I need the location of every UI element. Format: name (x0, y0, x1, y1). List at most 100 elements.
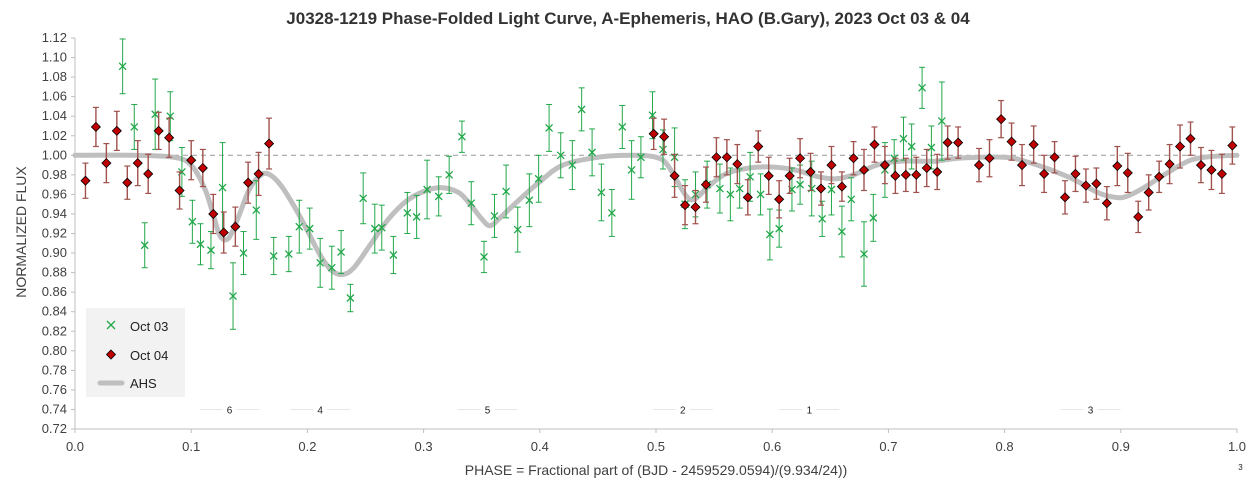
oct03-point (445, 155, 454, 194)
oct03-marker (480, 253, 488, 261)
oct03-point (899, 116, 908, 161)
oct04-point (143, 153, 154, 195)
oct04-marker (742, 192, 753, 203)
oct03-point (188, 199, 197, 244)
oct03-marker (305, 224, 314, 233)
oct03-marker (735, 184, 744, 193)
ahs-line (72, 152, 1240, 278)
oct03-marker (389, 251, 398, 259)
oct04-marker (1039, 168, 1050, 179)
oct03-marker (412, 212, 421, 221)
oct04-marker (164, 132, 175, 143)
oct03-marker (659, 145, 667, 154)
oct03-marker (756, 190, 765, 199)
oct03-point (118, 38, 127, 95)
oct04-point (1112, 145, 1123, 187)
y-tick-label: 0.78 (42, 362, 67, 377)
x-tick-label: 0.3 (415, 439, 433, 454)
oct03-marker (269, 252, 278, 260)
ahs-curve (72, 152, 1240, 278)
oct03-marker (295, 222, 304, 231)
oct04-marker (1112, 160, 1123, 172)
x-tick-label: 0.6 (763, 439, 781, 454)
oct03-marker (525, 196, 534, 205)
y-tick-label: 0.80 (42, 343, 67, 358)
oct04-point (1227, 126, 1238, 165)
segment-label: 5 (485, 405, 491, 416)
x-tick-label: 0.7 (879, 439, 897, 454)
oct04-marker (890, 170, 901, 181)
oct03-point (765, 208, 774, 261)
oct04-marker (690, 202, 701, 213)
legend-label-oct04: Oct 04 (130, 348, 168, 363)
oct03-marker (316, 258, 325, 267)
oct03-point (140, 222, 149, 269)
oct04-point (921, 148, 932, 188)
oct04-point (1059, 180, 1071, 215)
oct04-marker (230, 221, 241, 232)
oct03-point (556, 132, 565, 179)
oct03-point (239, 231, 248, 276)
oct04-marker (1006, 136, 1017, 147)
oct03-marker (490, 211, 499, 220)
oct04-point (732, 143, 743, 185)
oct04-point (890, 157, 901, 195)
oct04-marker (815, 183, 827, 194)
oct04-point (208, 193, 219, 235)
oct04-marker (953, 137, 964, 148)
segment-label-bg (675, 401, 690, 416)
oct04-marker (101, 158, 112, 169)
oct03-marker (818, 214, 827, 223)
oct03-point (229, 262, 237, 330)
oct04-marker (721, 152, 732, 163)
y-tick-label: 1.08 (42, 69, 67, 84)
y-tick-label: 0.98 (42, 167, 67, 182)
oct04-marker (659, 131, 670, 142)
oct03-point (480, 240, 488, 274)
segment-label: 3 (1238, 463, 1243, 472)
oct03-marker (359, 194, 368, 203)
oct04-marker (1091, 178, 1102, 189)
oct03-point (346, 283, 355, 313)
legend-item-oct03: Oct 03 (106, 319, 168, 334)
segment-labels: 6 4 5 2 1 3 3 (199, 401, 1243, 472)
oct04-marker (111, 125, 122, 136)
oct03-point (412, 194, 421, 239)
oct03-point (715, 163, 724, 214)
oct03-point (937, 81, 946, 161)
oct04-point (1080, 168, 1092, 203)
oct04-marker (805, 166, 816, 177)
oct04-point (815, 171, 827, 206)
oct03-point (327, 245, 336, 290)
x-tick-label: 1.0 (1228, 439, 1246, 454)
oct03-marker (607, 209, 616, 217)
oct04-marker (858, 164, 870, 176)
oct03-point (636, 136, 645, 179)
oct04-point (1143, 174, 1154, 211)
oct04-point (858, 148, 870, 192)
oct04-point (679, 185, 691, 226)
oct03-marker (423, 185, 432, 194)
oct04-marker (1133, 211, 1144, 222)
oct04-marker (826, 160, 837, 171)
oct04-point (243, 161, 254, 204)
oct04-marker (984, 153, 995, 164)
oct04-point (648, 117, 659, 151)
oct04-marker (1070, 168, 1081, 179)
oct03-point (545, 103, 554, 152)
oct04-marker (784, 170, 795, 181)
oct03-marker (869, 213, 878, 222)
oct03-point (295, 199, 304, 254)
oct04-marker (1154, 171, 1165, 182)
oct03-point (206, 231, 215, 270)
oct03-marker (327, 263, 336, 272)
oct04-point (1070, 155, 1081, 193)
oct04-point (690, 189, 701, 225)
oct04-point (848, 141, 859, 176)
oct03-point (423, 159, 432, 220)
x-tick-label: 0.1 (182, 439, 200, 454)
y-tick-label: 0.88 (42, 265, 67, 280)
oct04-point (659, 118, 670, 155)
oct04-marker (911, 169, 922, 180)
